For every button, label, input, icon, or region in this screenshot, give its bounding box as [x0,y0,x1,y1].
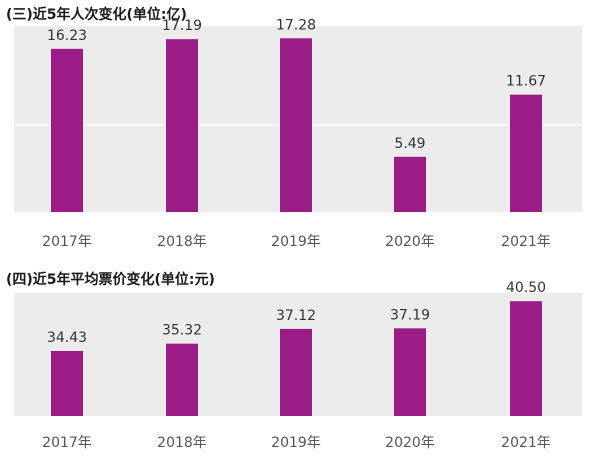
bar-2020年 [394,156,426,212]
value-label: 17.28 [276,17,316,33]
category-label: 2019年 [271,435,321,451]
value-label: 35.32 [162,323,202,339]
bar-2017年 [51,350,83,416]
value-label: 34.43 [47,330,87,346]
value-label: 17.19 [162,18,202,34]
bar-2020年 [394,328,426,416]
value-label: 40.50 [506,280,546,296]
bar-2019年 [280,38,312,212]
category-label: 2021年 [501,435,551,451]
category-label: 2017年 [42,234,92,250]
chart-2-title: (四)近5年平均票价变化(单位:元) [6,272,215,288]
bar-2021年 [510,94,542,212]
bar-2018年 [166,343,198,416]
value-label: 16.23 [47,28,87,44]
bar-2019年 [280,328,312,416]
category-label: 2020年 [385,435,435,451]
bar-2017年 [51,48,83,212]
passenger-volume-chart: 16.23 2017年 17.19 2018年 17.28 2019年 5.49 2020年 1… [14,17,582,250]
value-label: 37.12 [276,308,316,324]
value-label: 37.19 [390,307,430,323]
value-label: 11.67 [506,74,546,90]
bar-2018年 [166,39,198,213]
category-label: 2018年 [157,234,207,250]
chart-1-title: (三)近5年人次变化(单位:亿) [6,7,187,23]
category-label: 2017年 [42,435,92,451]
category-label: 2019年 [271,234,321,250]
value-label: 5.49 [394,136,425,152]
category-label: 2018年 [157,435,207,451]
category-label: 2021年 [501,234,551,250]
category-label: 2020年 [385,234,435,250]
bar-2021年 [510,301,542,416]
